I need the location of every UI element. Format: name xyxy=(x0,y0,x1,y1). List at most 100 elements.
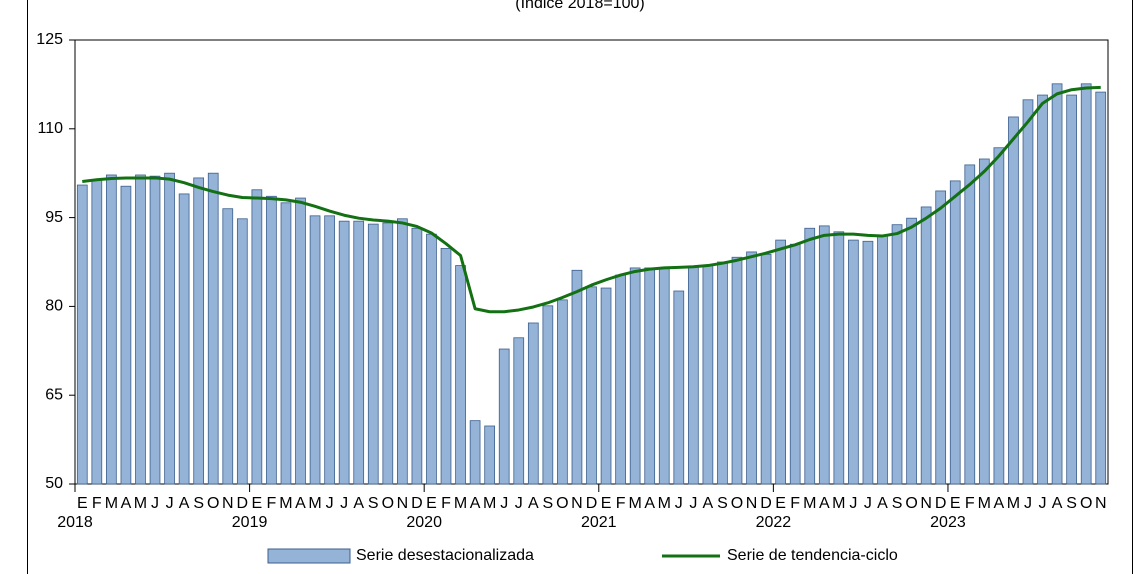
bar xyxy=(1080,83,1092,485)
x-tick-label: A xyxy=(819,495,830,512)
x-tick-label: M xyxy=(832,495,845,512)
y-tick-label: 80 xyxy=(45,298,63,315)
x-tick-label: S xyxy=(543,495,554,512)
bar xyxy=(804,227,816,485)
bar xyxy=(1022,99,1034,485)
bar xyxy=(600,287,612,485)
x-tick-label: E xyxy=(77,495,88,512)
bar xyxy=(469,420,481,485)
x-tick-label: A xyxy=(179,495,190,512)
x-tick-label: N xyxy=(397,495,409,512)
legend-swatch xyxy=(267,548,351,564)
x-tick-label: J xyxy=(849,495,857,512)
bar xyxy=(498,348,510,485)
x-tick-label: M xyxy=(658,495,671,512)
bar xyxy=(455,265,466,485)
bar xyxy=(935,190,947,485)
bar xyxy=(833,231,845,485)
bar xyxy=(586,286,597,485)
x-tick-label: E xyxy=(950,495,961,512)
x-tick-label: E xyxy=(775,495,786,512)
x-tick-label: M xyxy=(279,495,292,512)
bar xyxy=(542,305,554,485)
x-tick-label: M xyxy=(978,495,991,512)
bar xyxy=(891,224,903,485)
bar xyxy=(717,261,728,485)
bar xyxy=(978,158,990,485)
bar xyxy=(1008,116,1019,485)
x-year-label: 2023 xyxy=(930,514,966,531)
x-tick-label: M xyxy=(134,495,147,512)
bar xyxy=(789,243,801,485)
bar xyxy=(673,290,685,485)
bar xyxy=(877,235,888,485)
bar xyxy=(746,251,757,485)
bar xyxy=(1066,94,1077,485)
x-tick-label: F xyxy=(616,495,626,512)
bar xyxy=(178,193,190,485)
x-tick-label: M xyxy=(105,495,118,512)
x-tick-label: N xyxy=(920,495,932,512)
y-tick-label: 65 xyxy=(45,386,63,403)
bar xyxy=(193,177,205,485)
bar xyxy=(993,147,1005,485)
y-tick-label: 50 xyxy=(45,475,63,492)
y-tick-label: 110 xyxy=(37,120,63,137)
bar xyxy=(615,274,626,485)
x-tick-label: E xyxy=(426,495,437,512)
chart-subtitle: (Índice 2018=100) xyxy=(515,0,644,12)
bar xyxy=(367,223,379,485)
x-tick-label: A xyxy=(295,495,306,512)
bar xyxy=(862,240,874,485)
bar xyxy=(149,175,161,485)
bar xyxy=(1051,83,1063,485)
x-tick-label: O xyxy=(382,495,394,512)
x-tick-label: J xyxy=(340,495,348,512)
x-tick-label: J xyxy=(689,495,697,512)
x-tick-label: S xyxy=(368,495,379,512)
x-tick-label: S xyxy=(717,495,728,512)
legend-label: Serie de tendencia-ciclo xyxy=(727,547,898,564)
bar xyxy=(557,299,568,485)
x-tick-label: E xyxy=(252,495,263,512)
x-tick-label: A xyxy=(528,495,539,512)
bar xyxy=(222,208,234,485)
bar xyxy=(644,267,656,485)
x-tick-label: F xyxy=(965,495,975,512)
x-tick-label: O xyxy=(207,495,219,512)
bar xyxy=(236,218,248,485)
x-year-label: 2021 xyxy=(581,514,617,531)
bar xyxy=(164,172,175,485)
x-tick-label: F xyxy=(92,495,102,512)
bar xyxy=(484,425,496,485)
bar xyxy=(1095,91,1107,485)
x-tick-label: A xyxy=(470,495,481,512)
x-tick-label: J xyxy=(500,495,508,512)
bar xyxy=(106,174,117,485)
x-tick-label: J xyxy=(864,495,872,512)
bar xyxy=(629,267,641,485)
x-tick-label: D xyxy=(237,495,249,512)
x-year-label: 2022 xyxy=(756,514,792,531)
x-tick-label: O xyxy=(1080,495,1092,512)
x-tick-label: D xyxy=(760,495,772,512)
x-tick-label: J xyxy=(166,495,174,512)
bar xyxy=(324,215,335,485)
x-tick-label: J xyxy=(1039,495,1047,512)
chart-frame xyxy=(27,0,1133,574)
x-tick-label: J xyxy=(151,495,159,512)
bar xyxy=(135,174,146,485)
bar xyxy=(91,179,103,485)
bar xyxy=(571,269,583,485)
x-tick-label: D xyxy=(586,495,598,512)
x-tick-label: J xyxy=(1024,495,1032,512)
x-tick-label: N xyxy=(571,495,583,512)
bar xyxy=(920,206,932,485)
x-tick-label: A xyxy=(121,495,132,512)
x-tick-label: A xyxy=(353,495,364,512)
x-tick-label: E xyxy=(601,495,612,512)
x-year-label: 2019 xyxy=(232,514,268,531)
bar xyxy=(658,267,670,485)
bar xyxy=(251,189,263,485)
x-tick-label: D xyxy=(935,495,947,512)
